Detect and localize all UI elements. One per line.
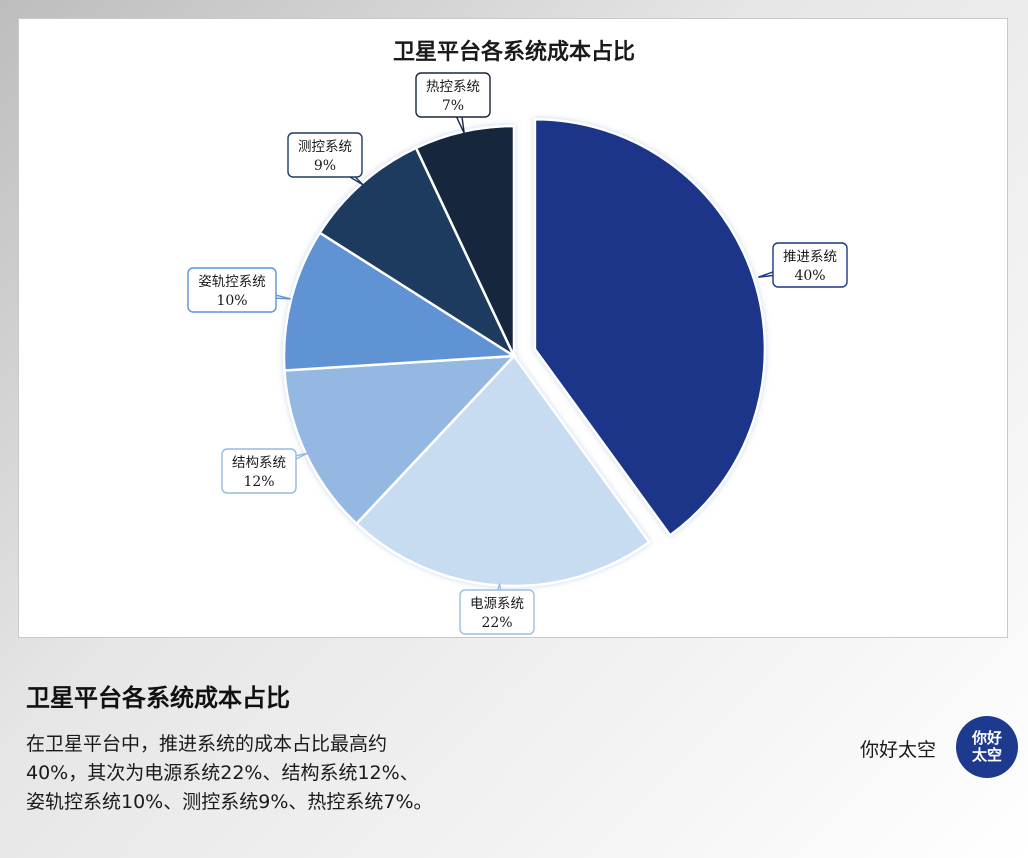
slice-name-label: 电源系统 <box>470 596 524 612</box>
callout-box <box>415 72 491 118</box>
caption-line-3: 姿轨控系统10%、测控系统9%、热控系统7%。 <box>26 791 433 813</box>
brand-logo-line-1: 你好 <box>971 729 1002 747</box>
caption-line-2: 40%，其次为电源系统22%、结构系统12%、 <box>26 762 419 784</box>
slice-value-label: 40% <box>794 268 825 284</box>
caption-line-1: 在卫星平台中，推进系统的成本占比最高约 <box>26 733 388 755</box>
chart-title: 卫星平台各系统成本占比 <box>393 39 635 65</box>
slice-name-label: 热控系统 <box>426 79 480 95</box>
slice-name-label: 测控系统 <box>298 139 352 155</box>
callout-box <box>772 242 848 288</box>
callout-3: 结构系统 12% <box>221 448 309 494</box>
slice-value-label: 12% <box>243 474 274 490</box>
slice-value-label: 10% <box>216 293 247 309</box>
caption-body: 在卫星平台中，推进系统的成本占比最高约 40%，其次为电源系统22%、结构系统1… <box>26 730 526 817</box>
slice-name-label: 姿轨控系统 <box>198 274 266 290</box>
chart-card: 卫星平台各系统成本占比 推进系统 40% 电源系统 22% 结构系统 12% 姿轨控系统 10… <box>18 18 1008 638</box>
callout-box <box>459 589 535 635</box>
brand: 你好太空 你好 太空 <box>860 716 1020 778</box>
brand-name: 你好太空 <box>860 739 937 761</box>
slice-value-label: 9% <box>314 158 336 174</box>
slice-value-label: 22% <box>481 615 512 631</box>
callout-4: 姿轨控系统 10% <box>187 267 291 313</box>
slice-name-label: 结构系统 <box>232 455 286 471</box>
callout-6: 热控系统 7% <box>415 72 491 134</box>
callout-box <box>187 267 277 313</box>
pie-chart: 卫星平台各系统成本占比 推进系统 40% 电源系统 22% 结构系统 12% 姿轨控系统 10… <box>187 39 848 635</box>
pie-slice-4 <box>282 231 518 372</box>
callout-2: 电源系统 22% <box>459 583 535 635</box>
callout-1: 推进系统 40% <box>758 242 848 288</box>
slice-name-label: 推进系统 <box>783 249 837 265</box>
callout-box <box>287 132 363 178</box>
callout-5: 测控系统 9% <box>287 132 364 186</box>
brand-logo: 你好 太空 <box>956 716 1018 778</box>
caption-title: 卫星平台各系统成本占比 <box>26 683 290 712</box>
pie-slice-1 <box>533 117 767 538</box>
brand-logo-line-2: 太空 <box>971 746 1002 764</box>
slice-value-label: 7% <box>442 98 464 114</box>
callout-box <box>221 448 297 494</box>
